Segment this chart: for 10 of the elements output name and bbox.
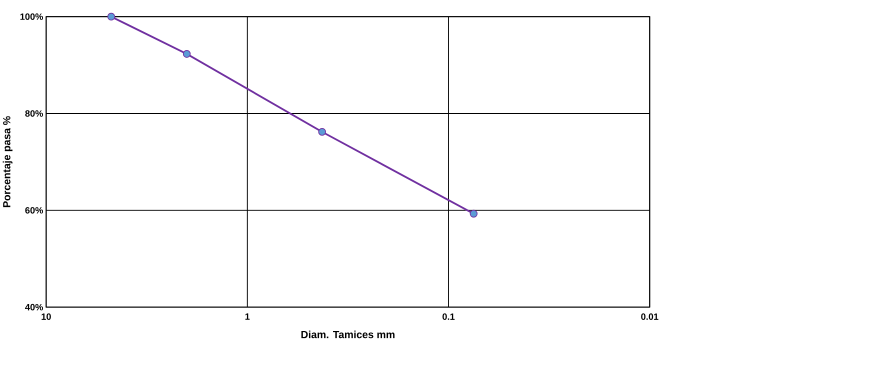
y-tick-label: 80% (25, 110, 43, 117)
y-axis-title: Porcentaje pasa % (2, 116, 12, 208)
y-tick-label: 40% (25, 304, 43, 310)
y-tick-label: 60% (25, 207, 43, 214)
x-tick-label: 1 (245, 313, 250, 320)
x-tick-label: 0.1 (442, 313, 455, 320)
x-tick-label: 10 (42, 313, 51, 320)
y-tick-label: 100% (20, 13, 43, 20)
x-axis-title: Diam. Tamices mm (301, 330, 395, 338)
x-tick-label: 0.01 (641, 313, 658, 320)
